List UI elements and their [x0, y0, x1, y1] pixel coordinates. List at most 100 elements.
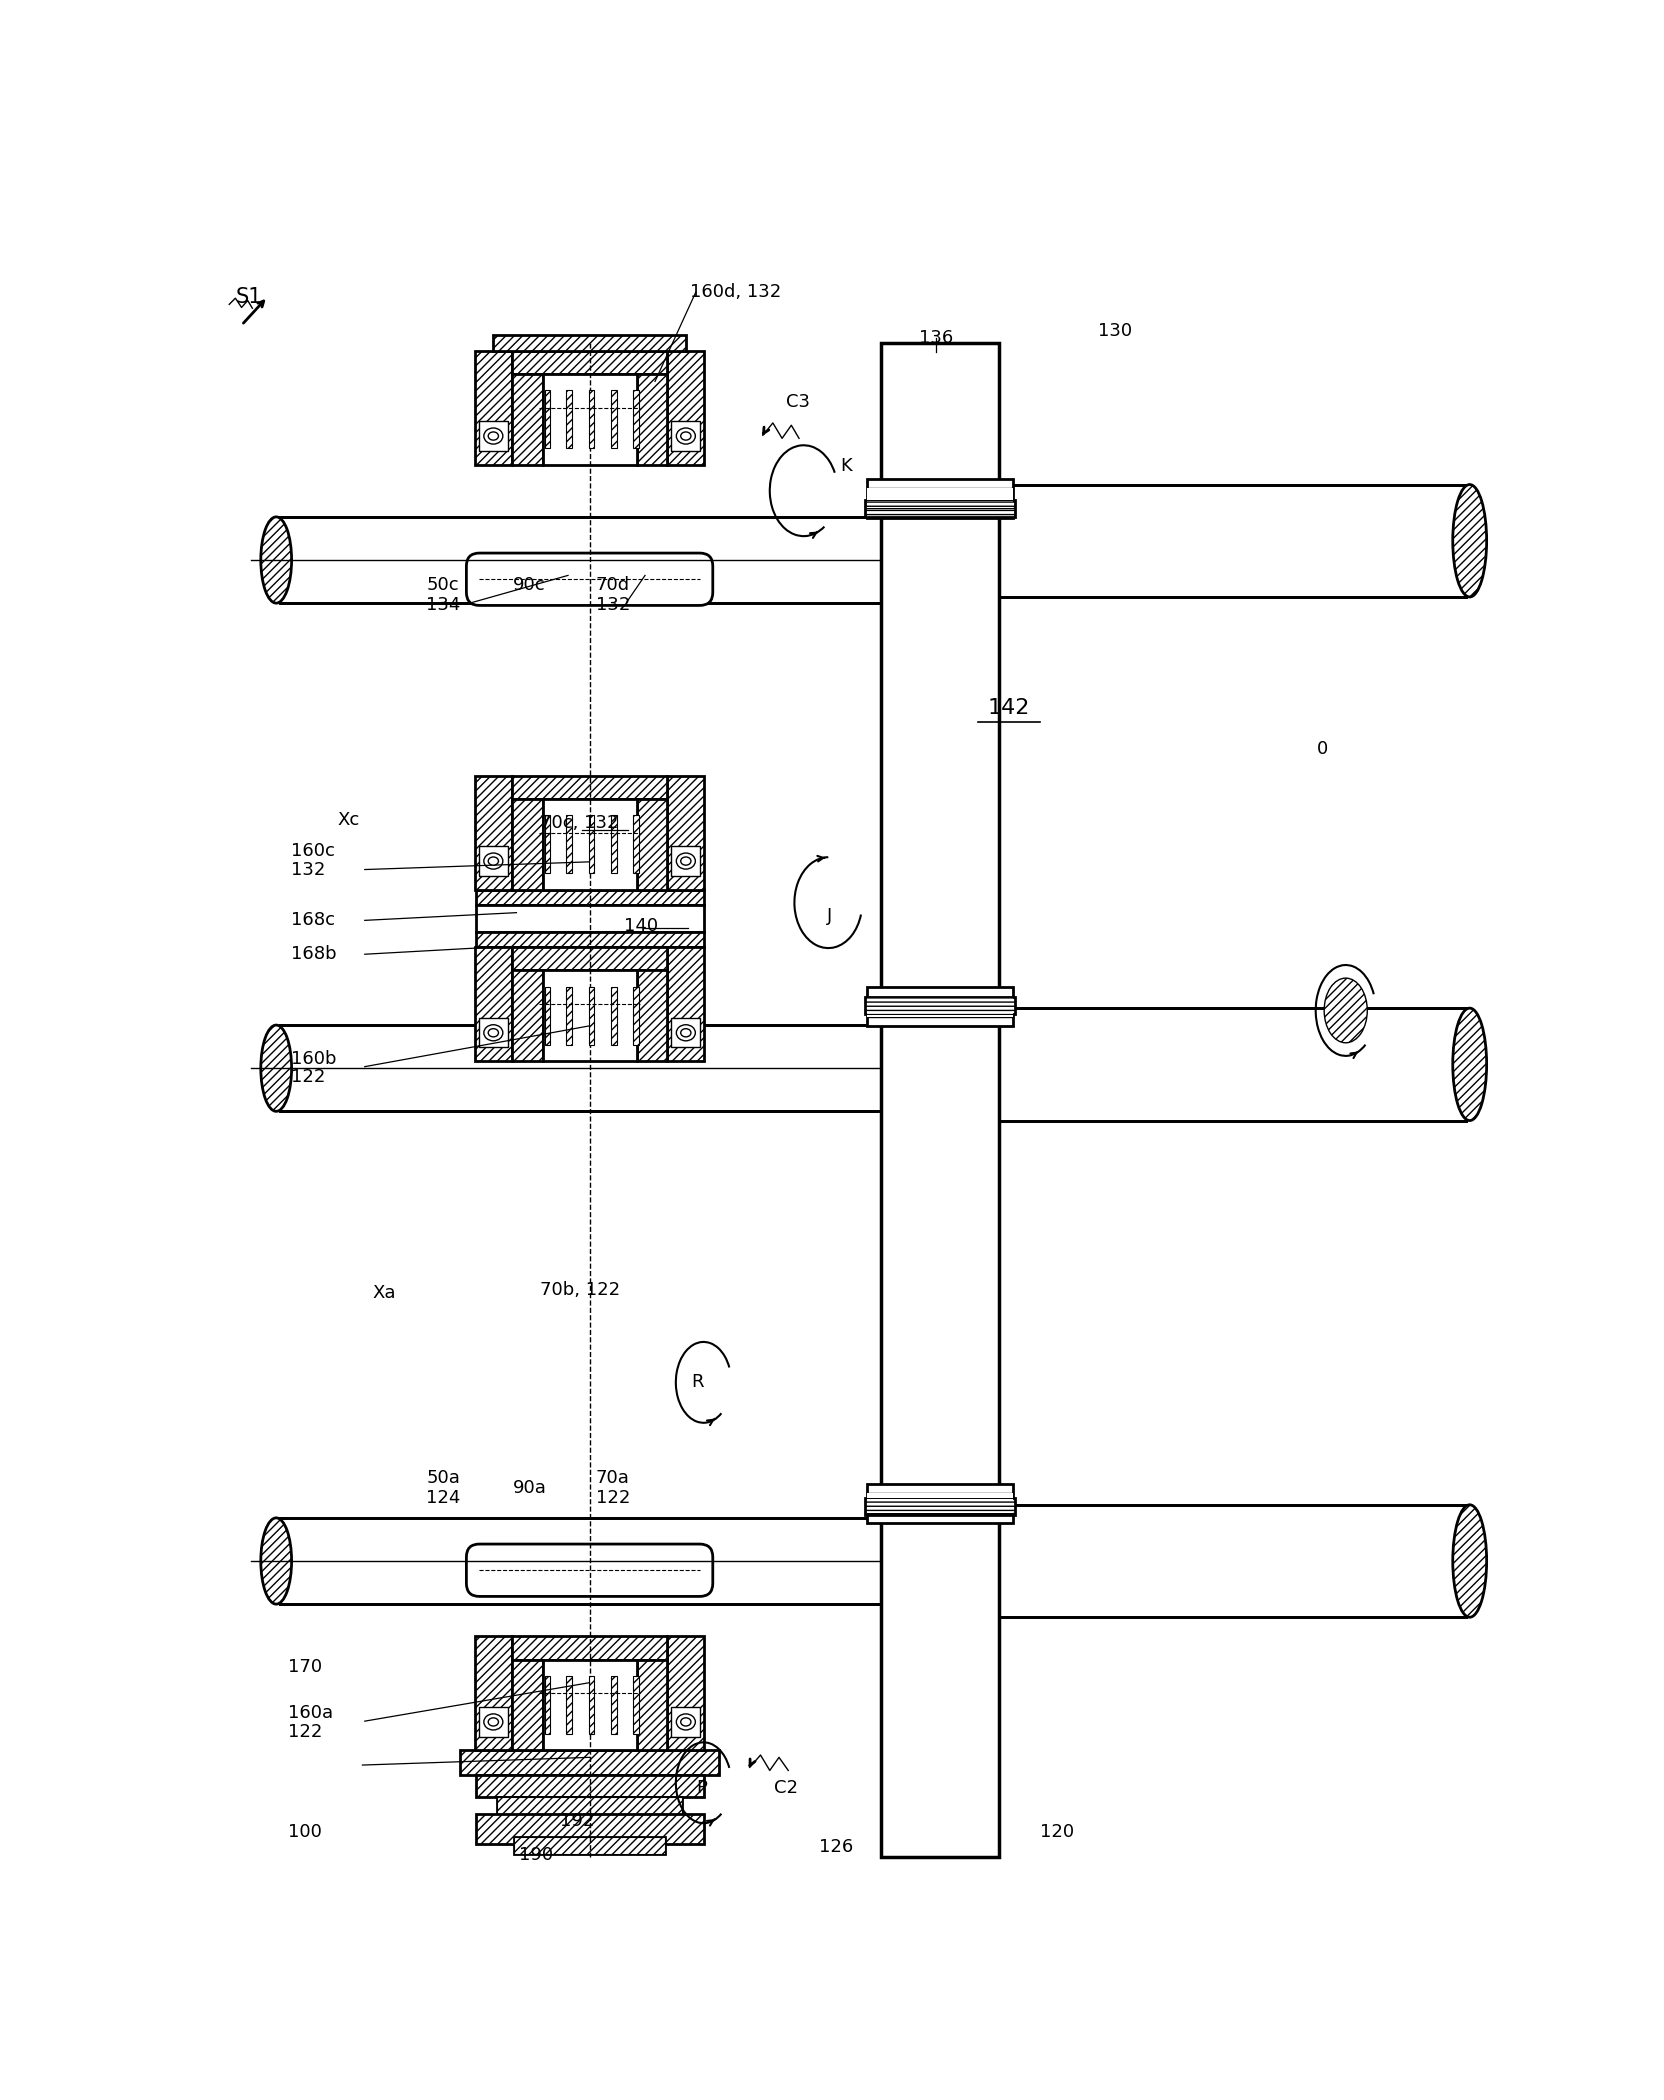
Bar	[566, 815, 571, 874]
Bar	[867, 1493, 1012, 1514]
Text: 140: 140	[624, 918, 657, 935]
Text: 168c: 168c	[291, 911, 334, 930]
Bar	[476, 932, 704, 947]
Ellipse shape	[484, 853, 503, 869]
Bar	[514, 1838, 664, 1854]
Text: 120: 120	[1040, 1823, 1073, 1842]
Bar	[865, 500, 1013, 517]
Ellipse shape	[1453, 1008, 1486, 1121]
FancyBboxPatch shape	[466, 1544, 712, 1596]
Text: C2: C2	[774, 1779, 799, 1798]
Text: 70d: 70d	[596, 575, 629, 594]
Bar	[667, 775, 704, 890]
Bar	[998, 1008, 1464, 1121]
Ellipse shape	[488, 857, 498, 865]
Bar	[867, 987, 1012, 1027]
Bar	[511, 1636, 667, 1659]
Bar	[998, 1506, 1464, 1617]
Bar	[476, 905, 704, 932]
Text: 122: 122	[288, 1722, 321, 1741]
Text: 168b: 168b	[291, 945, 336, 964]
Text: 136: 136	[919, 330, 952, 346]
Bar	[479, 1018, 508, 1048]
Bar	[865, 998, 1013, 1014]
Bar	[511, 374, 542, 464]
Ellipse shape	[676, 1714, 696, 1730]
Ellipse shape	[1453, 1506, 1486, 1617]
Bar	[542, 798, 636, 890]
Bar	[566, 987, 571, 1046]
Bar	[667, 1636, 704, 1751]
Bar	[542, 970, 636, 1060]
Bar	[479, 422, 508, 452]
Bar	[867, 489, 1012, 508]
Bar	[671, 422, 701, 452]
Bar	[511, 351, 667, 374]
Text: S1: S1	[235, 288, 261, 307]
Ellipse shape	[261, 517, 291, 603]
Bar	[998, 485, 1464, 596]
Text: 122: 122	[596, 1489, 629, 1508]
Ellipse shape	[1453, 485, 1486, 596]
Bar	[280, 1025, 880, 1111]
Text: 70c, 132: 70c, 132	[539, 815, 617, 832]
Ellipse shape	[676, 853, 696, 869]
Bar	[671, 846, 701, 876]
Bar	[589, 987, 594, 1046]
Ellipse shape	[681, 857, 691, 865]
Bar	[865, 1497, 1013, 1514]
Bar	[476, 1814, 704, 1844]
Text: Xa: Xa	[373, 1283, 396, 1302]
Ellipse shape	[484, 1025, 503, 1042]
Bar	[880, 342, 998, 1858]
Bar	[667, 947, 704, 1060]
Text: 130: 130	[1097, 321, 1132, 340]
Text: 132: 132	[291, 861, 324, 878]
Bar	[611, 815, 616, 874]
Bar	[636, 970, 667, 1060]
Bar	[476, 890, 704, 905]
Bar	[867, 998, 1012, 1016]
Text: 70b, 122: 70b, 122	[539, 1281, 619, 1300]
Bar	[636, 1659, 667, 1751]
Bar	[865, 998, 1013, 1014]
Text: 124: 124	[426, 1489, 461, 1508]
Bar	[867, 1485, 1012, 1522]
Text: 170: 170	[288, 1659, 321, 1676]
Bar	[479, 1707, 508, 1737]
Text: 70a: 70a	[596, 1468, 629, 1487]
Bar	[511, 947, 667, 970]
Text: 90a: 90a	[513, 1478, 546, 1497]
Bar	[493, 336, 686, 351]
Bar	[280, 517, 880, 603]
Text: 50a: 50a	[426, 1468, 459, 1487]
Bar	[589, 391, 594, 447]
Ellipse shape	[484, 1714, 503, 1730]
Text: 190: 190	[519, 1846, 552, 1865]
Ellipse shape	[261, 1518, 291, 1604]
Bar	[865, 1497, 1013, 1514]
Bar	[542, 1659, 636, 1751]
Bar	[459, 1751, 719, 1774]
Text: 0: 0	[1316, 739, 1328, 758]
Bar	[566, 1676, 571, 1735]
Bar	[544, 987, 551, 1046]
Bar	[867, 479, 1012, 517]
Text: P: P	[696, 1779, 706, 1798]
Bar	[636, 798, 667, 890]
Bar	[474, 775, 511, 890]
Text: 160d, 132: 160d, 132	[689, 284, 780, 300]
Ellipse shape	[681, 1029, 691, 1037]
Bar	[611, 1676, 616, 1735]
Bar	[511, 970, 542, 1060]
Bar	[476, 1774, 704, 1798]
Bar	[632, 1676, 639, 1735]
Bar	[611, 391, 616, 447]
Bar	[280, 1518, 880, 1604]
Text: K: K	[839, 458, 850, 475]
Bar	[589, 815, 594, 874]
Text: 90c: 90c	[513, 575, 544, 594]
Ellipse shape	[261, 1025, 291, 1111]
Text: Xc: Xc	[336, 811, 359, 830]
Bar	[611, 987, 616, 1046]
